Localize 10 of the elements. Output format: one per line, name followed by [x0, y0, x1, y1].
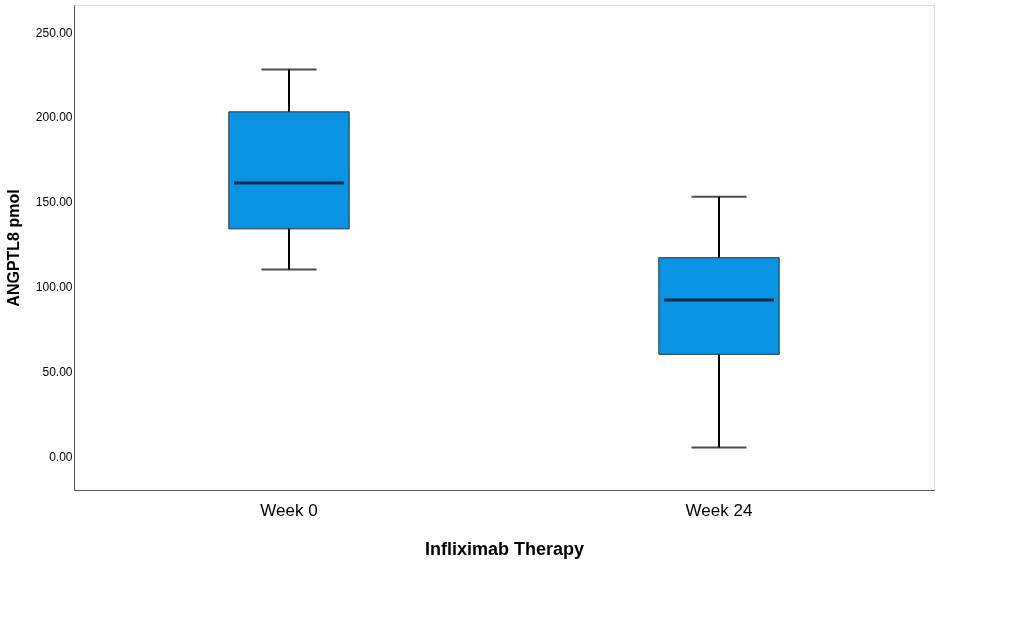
x-tick-label: Week 0 — [260, 500, 318, 520]
y-tick-label: 150.00 — [35, 195, 73, 210]
x-tick-label: Week 24 — [685, 500, 753, 520]
y-tick-label: 250.00 — [35, 25, 73, 40]
y-tick-label: 100.00 — [35, 280, 73, 294]
x-axis-title: Infliximab Therapy — [424, 538, 585, 559]
y-tick-label: 50.00 — [42, 364, 73, 379]
y-tick-label: 0.00 — [49, 449, 73, 464]
y-tick-label: 200.00 — [35, 110, 73, 125]
y-axis-title: ANGPTL8 pmol — [4, 189, 22, 307]
